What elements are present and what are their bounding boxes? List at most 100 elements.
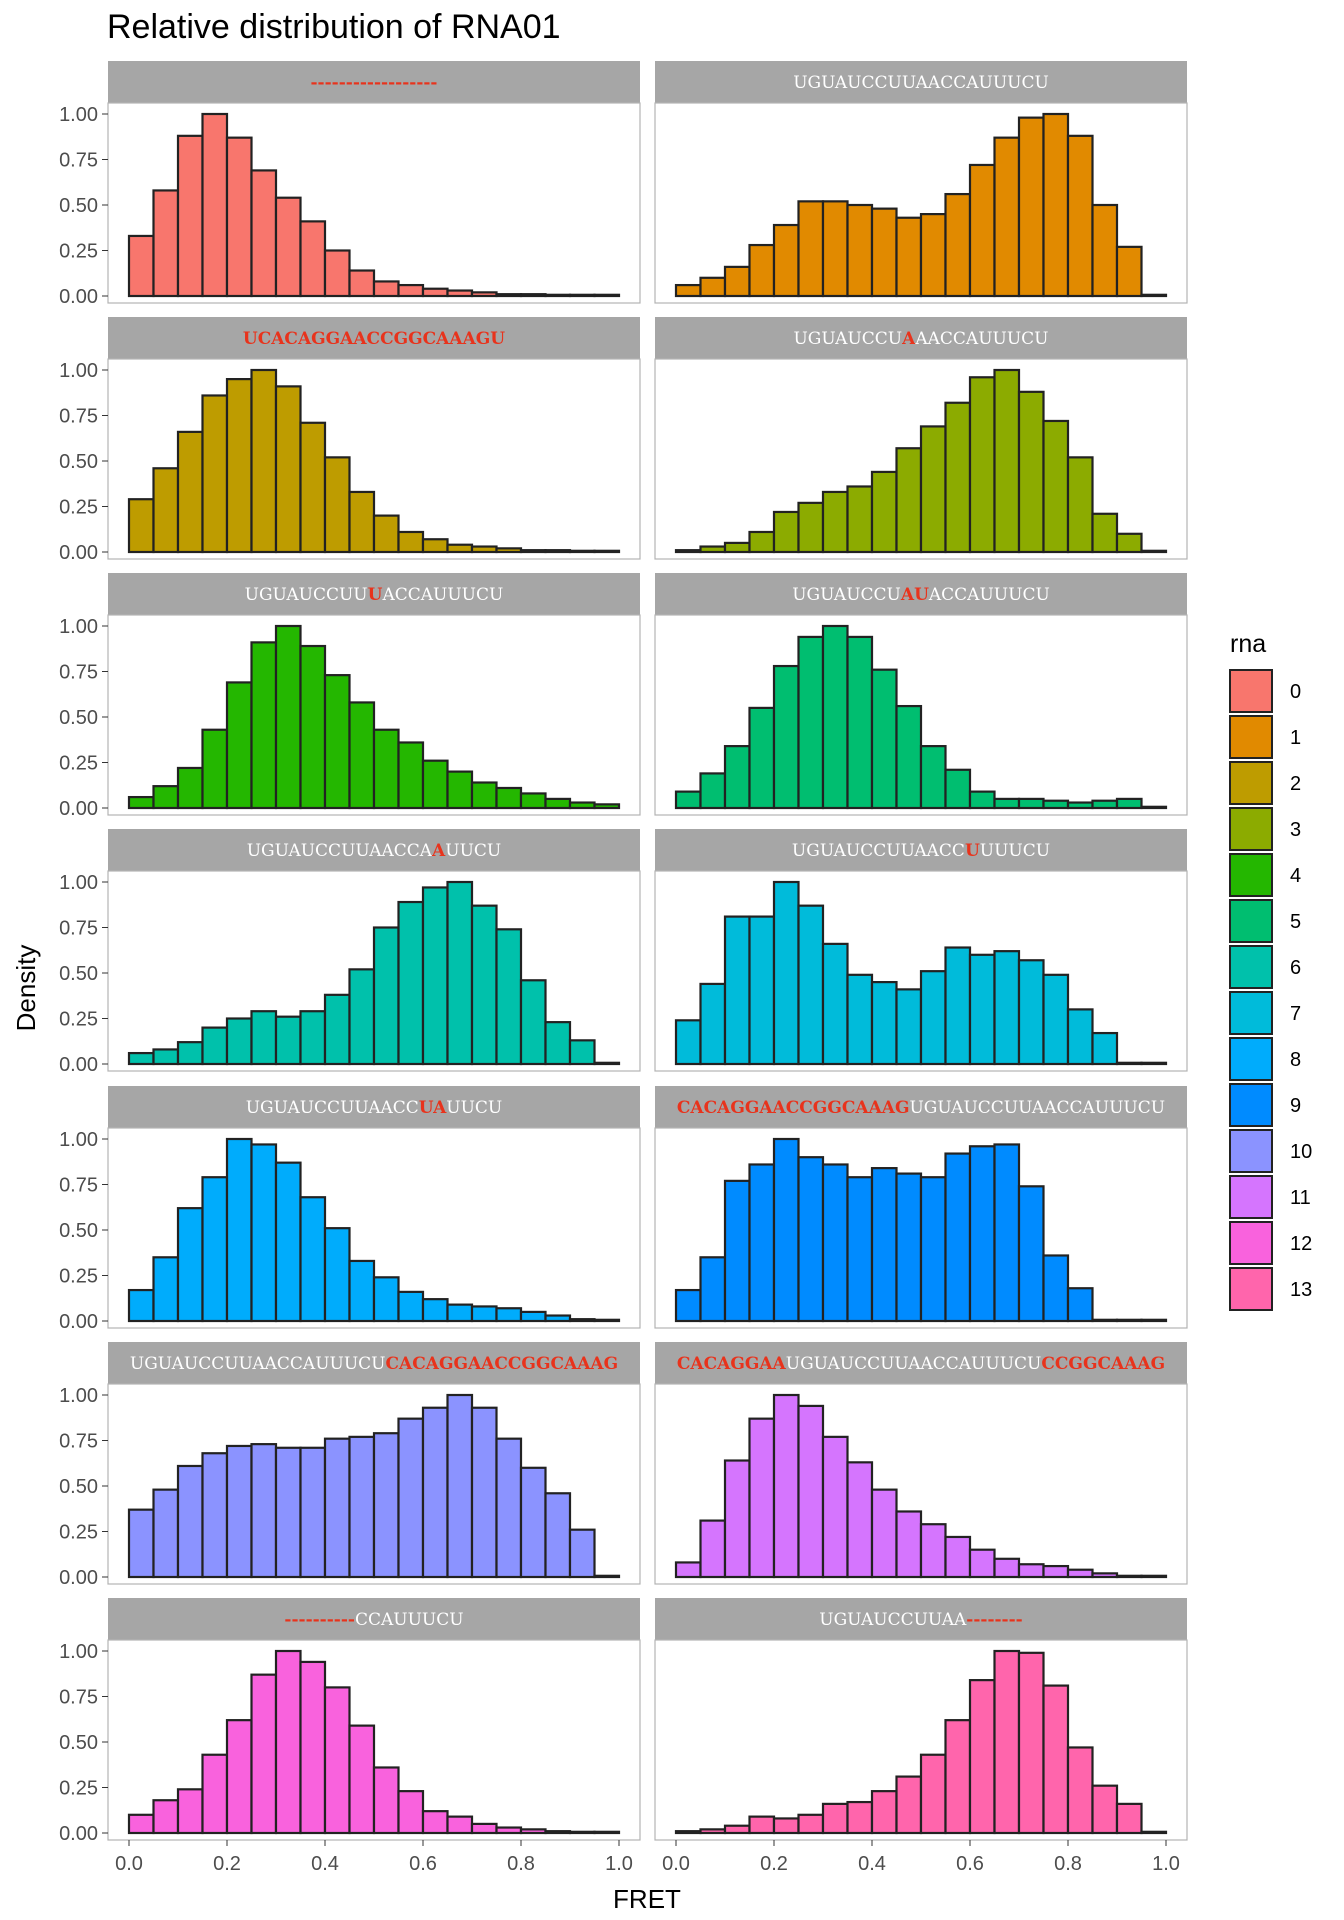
histogram-bar: [127, 795, 155, 810]
histogram-bar: [1091, 1318, 1119, 1323]
strip-segment: U: [965, 841, 980, 861]
histogram-bar: [772, 1817, 800, 1835]
histogram-bar: [544, 549, 572, 554]
facet-strip: [108, 829, 640, 871]
histogram-bar: [968, 1145, 996, 1323]
histogram-bar: [1140, 805, 1168, 810]
y-tick-label: 0.75: [59, 1431, 98, 1453]
histogram-bar: [348, 1259, 376, 1323]
strip-segment: UGUAUCCUUAACCAUUUCU: [786, 1354, 1042, 1374]
histogram-bar: [1066, 1746, 1094, 1835]
histogram-bar: [723, 915, 751, 1066]
histogram-bar: [772, 223, 800, 298]
histogram-bar: [225, 1017, 253, 1066]
strip-segment: CACAGGAACCGGCAAAG: [677, 1098, 910, 1118]
histogram-bar: [323, 1437, 351, 1579]
histogram-bar: [821, 490, 849, 554]
facet-panel-rna-13: UGUAUCCUUAA--------: [654, 1598, 1188, 1841]
histogram-bar: [593, 1830, 621, 1835]
histogram-bar: [797, 200, 825, 298]
histogram-bar: [299, 1010, 327, 1066]
x-tick-label: 1.0: [1152, 1853, 1180, 1875]
histogram-bar: [446, 543, 474, 554]
histogram-bar: [274, 1446, 302, 1579]
histogram-bar: [797, 1156, 825, 1323]
histogram-bar: [919, 1753, 947, 1835]
histogram-bar: [372, 514, 400, 554]
histogram-bar: [225, 1444, 253, 1579]
histogram-bar: [397, 283, 425, 298]
histogram-bar: [225, 1719, 253, 1835]
y-tick-label: 1.00: [59, 872, 98, 894]
histogram-bar: [250, 641, 278, 810]
histogram-bar: [152, 1048, 180, 1066]
histogram-bar: [176, 1207, 204, 1323]
histogram-bar: [421, 1406, 449, 1579]
y-tick-label: 0.75: [59, 662, 98, 684]
histogram-bar: [201, 394, 229, 554]
histogram-bar: [495, 786, 523, 810]
histogram-bar: [544, 1830, 572, 1835]
histogram-bar: [446, 770, 474, 810]
x-tick-label: 0.2: [213, 1853, 241, 1875]
histogram-bar: [699, 1519, 727, 1579]
y-tick-label: 0.50: [59, 451, 98, 473]
histogram-bar: [1066, 456, 1094, 554]
legend-key-12: [1229, 1221, 1273, 1265]
facet-panel-rna-8: UGUAUCCUUAACCUAUUCU: [107, 1086, 641, 1329]
histogram-bar: [821, 942, 849, 1066]
histogram-bar: [1115, 532, 1143, 554]
histogram-bar: [1115, 1802, 1143, 1835]
x-tick-label: 0.4: [311, 1853, 339, 1875]
histogram-bar: [446, 1815, 474, 1835]
histogram-bar: [993, 136, 1021, 298]
legend-label: 5: [1290, 911, 1301, 933]
legend-title: rna: [1230, 630, 1266, 658]
histogram-bar: [1042, 973, 1070, 1066]
histogram-bar: [372, 1766, 400, 1835]
strip-segment: UGUAUCCUUAACCA: [247, 841, 433, 861]
histogram-bar: [1017, 390, 1045, 554]
y-tick-label: 0.75: [59, 1175, 98, 1197]
legend-label: 2: [1290, 773, 1301, 795]
histogram-bar: [674, 790, 702, 810]
y-tick-label: 0.75: [59, 150, 98, 172]
histogram-bar: [568, 801, 596, 810]
facet-strip-label: UGUAUCCUUAACCAAUUCU: [247, 841, 502, 861]
strip-segment: CACAGGAACCGGCAAAG: [386, 1354, 619, 1374]
histogram-bar: [593, 1061, 621, 1066]
facet-strip-label: CACAGGAAUGUAUCCUUAACCAUUUCUCCGGCAAAG: [677, 1354, 1165, 1374]
histogram-bar: [699, 1828, 727, 1835]
histogram-bar: [152, 189, 180, 298]
x-tick-label: 0.4: [858, 1853, 886, 1875]
histogram-bar: [846, 973, 874, 1066]
facet-strip-label: CACAGGAACCGGCAAAGUGUAUCCUUAACCAUUUCU: [677, 1098, 1165, 1118]
histogram-bar: [699, 772, 727, 810]
histogram-bar: [919, 213, 947, 298]
histogram-bar: [176, 1788, 204, 1835]
histogram-bar: [1115, 797, 1143, 810]
histogram-bar: [446, 1393, 474, 1579]
histogram-bar: [772, 1393, 800, 1579]
y-tick-label: 1.00: [59, 104, 98, 126]
strip-segment: CACAGGAA: [677, 1354, 787, 1374]
histogram-bar: [519, 792, 547, 810]
chart-title: Relative distribution of RNA01: [107, 8, 561, 46]
histogram-bar: [821, 200, 849, 298]
histogram-bar: [748, 530, 776, 554]
strip-segment: UGUAUCCUU: [245, 585, 368, 605]
histogram-bar: [421, 1810, 449, 1835]
histogram-bar: [152, 1799, 180, 1835]
histogram-bar: [250, 1010, 278, 1066]
histogram-bar: [748, 1815, 776, 1835]
histogram-bar: [274, 1015, 302, 1066]
histogram-bar: [1017, 116, 1045, 298]
histogram-bar: [225, 681, 253, 810]
histogram-bar: [1017, 1651, 1045, 1835]
histogram-bar: [1140, 1830, 1168, 1835]
strip-segment: UGUAUCCUUAACCAUUUCU: [909, 1098, 1165, 1118]
histogram-bar: [201, 1753, 229, 1835]
histogram-bar: [674, 1561, 702, 1579]
axes: 0.000.250.500.751.000.000.250.500.751.00…: [59, 104, 1180, 1875]
histogram-bar: [1066, 1568, 1094, 1579]
